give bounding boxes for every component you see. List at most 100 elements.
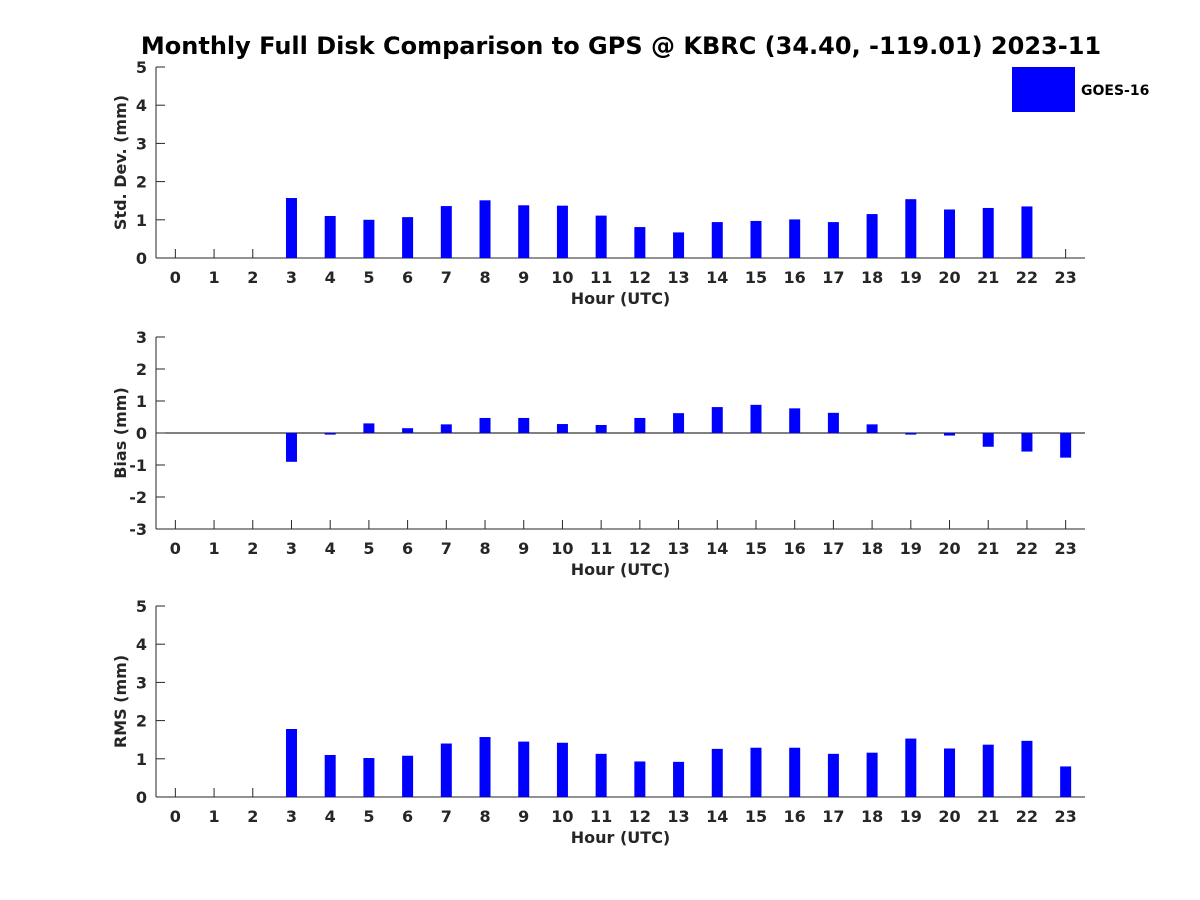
x-tick-label: 21 bbox=[977, 807, 999, 826]
x-tick-label: 21 bbox=[977, 539, 999, 558]
x-tick-label: 10 bbox=[551, 807, 573, 826]
y-tick-label: 1 bbox=[136, 211, 147, 230]
x-tick-label: 18 bbox=[861, 807, 883, 826]
x-tick-label: 11 bbox=[590, 807, 612, 826]
x-tick-label: 12 bbox=[629, 268, 651, 287]
x-tick-label: 13 bbox=[667, 807, 689, 826]
bar bbox=[518, 741, 530, 797]
bar bbox=[982, 207, 994, 258]
bar bbox=[556, 205, 568, 258]
x-tick-label: 11 bbox=[590, 539, 612, 558]
x-tick-label: 5 bbox=[363, 539, 374, 558]
bar bbox=[711, 407, 723, 433]
x-tick-label: 22 bbox=[1016, 807, 1038, 826]
x-tick-label: 4 bbox=[325, 539, 336, 558]
x-tick-label: 7 bbox=[441, 807, 452, 826]
x-tick-label: 2 bbox=[247, 539, 258, 558]
legend: GOES-16 bbox=[1012, 67, 1149, 112]
bar bbox=[750, 220, 762, 258]
x-tick-label: 14 bbox=[706, 539, 728, 558]
bar bbox=[1021, 206, 1033, 258]
bar bbox=[982, 433, 994, 447]
bar bbox=[789, 219, 801, 258]
bar bbox=[711, 748, 723, 797]
bar bbox=[905, 199, 917, 258]
x-tick-label: 16 bbox=[784, 268, 806, 287]
x-tick-label: 8 bbox=[479, 268, 490, 287]
x-tick-label: 15 bbox=[745, 807, 767, 826]
x-tick-label: 16 bbox=[784, 807, 806, 826]
x-axis-label: Hour (UTC) bbox=[571, 828, 671, 847]
x-tick-label: 6 bbox=[402, 539, 413, 558]
x-tick-label: 3 bbox=[286, 268, 297, 287]
bar bbox=[324, 433, 336, 435]
x-tick-label: 10 bbox=[551, 539, 573, 558]
x-tick-label: 14 bbox=[706, 268, 728, 287]
y-tick-label: 5 bbox=[136, 58, 147, 77]
x-tick-label: 15 bbox=[745, 268, 767, 287]
bar bbox=[673, 413, 685, 433]
x-tick-label: 13 bbox=[667, 539, 689, 558]
x-tick-label: 13 bbox=[667, 268, 689, 287]
bar bbox=[673, 761, 685, 797]
bar bbox=[1021, 433, 1033, 452]
x-tick-label: 0 bbox=[170, 268, 181, 287]
bar bbox=[673, 232, 685, 258]
bar bbox=[479, 417, 491, 433]
x-axis-label: Hour (UTC) bbox=[571, 289, 671, 308]
x-tick-label: 8 bbox=[479, 807, 490, 826]
bar bbox=[866, 752, 878, 797]
y-tick-label: -1 bbox=[129, 456, 147, 475]
x-tick-label: 3 bbox=[286, 807, 297, 826]
x-tick-label: 5 bbox=[363, 807, 374, 826]
bar bbox=[750, 747, 762, 797]
x-tick-label: 19 bbox=[900, 539, 922, 558]
x-tick-label: 3 bbox=[286, 539, 297, 558]
x-tick-label: 15 bbox=[745, 539, 767, 558]
y-tick-label: 0 bbox=[136, 249, 147, 268]
bar bbox=[789, 408, 801, 433]
bar bbox=[944, 209, 956, 258]
bar bbox=[750, 404, 762, 433]
bar bbox=[1060, 433, 1072, 458]
y-tick-label: 4 bbox=[136, 635, 147, 654]
bar bbox=[944, 433, 956, 436]
y-tick-label: 3 bbox=[136, 673, 147, 692]
bar bbox=[905, 738, 917, 797]
legend-swatch bbox=[1012, 67, 1075, 112]
bar bbox=[789, 747, 801, 797]
y-tick-label: 3 bbox=[136, 328, 147, 347]
y-tick-label: 0 bbox=[136, 424, 147, 443]
bar bbox=[556, 742, 568, 797]
x-tick-label: 10 bbox=[551, 268, 573, 287]
x-tick-label: 4 bbox=[325, 268, 336, 287]
x-tick-label: 12 bbox=[629, 539, 651, 558]
y-tick-label: 5 bbox=[136, 597, 147, 616]
x-tick-label: 18 bbox=[861, 268, 883, 287]
y-tick-label: 2 bbox=[136, 360, 147, 379]
x-tick-label: 0 bbox=[170, 807, 181, 826]
bar bbox=[982, 744, 994, 797]
x-tick-label: 6 bbox=[402, 268, 413, 287]
legend-label: GOES-16 bbox=[1081, 83, 1149, 99]
bar bbox=[324, 215, 336, 258]
bar bbox=[363, 758, 375, 797]
x-tick-label: 16 bbox=[784, 539, 806, 558]
bar bbox=[285, 198, 297, 258]
y-axis-label: Std. Dev. (mm) bbox=[111, 95, 130, 230]
x-tick-label: 9 bbox=[518, 539, 529, 558]
bar bbox=[595, 215, 607, 258]
x-tick-label: 0 bbox=[170, 539, 181, 558]
x-tick-label: 20 bbox=[938, 807, 960, 826]
bar bbox=[827, 222, 839, 258]
x-tick-label: 5 bbox=[363, 268, 374, 287]
x-tick-label: 9 bbox=[518, 268, 529, 287]
bar bbox=[711, 222, 723, 258]
y-tick-label: -3 bbox=[129, 520, 147, 539]
bar bbox=[363, 219, 375, 258]
